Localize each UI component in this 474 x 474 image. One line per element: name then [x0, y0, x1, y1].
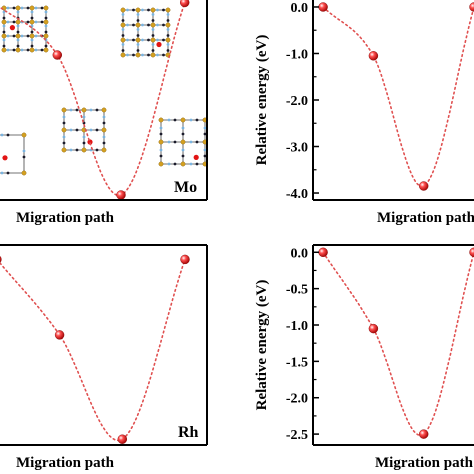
- y-tick-label: -1.5: [286, 355, 308, 370]
- mo-energy-panel: 0.0 -1.0 -2.0 -3.0 -4.0 Relative energy (eV)…: [254, 0, 474, 226]
- x-axis-label: Migration path: [16, 455, 115, 471]
- data-point: [0, 255, 2, 263]
- data-point: [117, 434, 128, 444]
- series-line: [322, 6, 474, 188]
- x-axis-label: Migration path: [377, 210, 474, 226]
- lattice-inset: [158, 117, 207, 167]
- data-point: [318, 2, 328, 12]
- data-points: [0, 254, 190, 444]
- data-point: [419, 429, 429, 439]
- series-line: [0, 1, 186, 197]
- x-axis-label: Migration path: [375, 455, 474, 471]
- mo-structure-panel: Mo Migration path: [0, 0, 208, 226]
- data-points: [318, 247, 474, 439]
- lattice-inset: [120, 7, 171, 58]
- y-tick-label: -2.0: [286, 392, 308, 407]
- y-axis-label: Relative energy (eV): [254, 35, 270, 166]
- y-axis-label: Relative energy (eV): [254, 280, 270, 411]
- y-tick-label: -4.0: [286, 187, 308, 202]
- rh-energy-panel: 0.0 -0.5 -1.0 -1.5 -2.0 -2.5 Relative energy …: [254, 244, 474, 471]
- y-ticks: 0.0 -0.5 -1.0 -1.5 -2.0 -2.5: [286, 246, 319, 443]
- rh-structure-panel: Rh Migration path: [0, 244, 208, 471]
- y-tick-label: -0.5: [286, 283, 308, 298]
- data-point: [180, 0, 190, 8]
- lattice-insets: [0, 5, 207, 176]
- y-tick-label: -3.0: [286, 141, 308, 156]
- data-point: [469, 2, 474, 12]
- series-line: [322, 251, 474, 437]
- y-tick-label: -1.0: [286, 319, 308, 334]
- data-point: [368, 323, 379, 334]
- energy-curve: [322, 251, 474, 437]
- data-point: [368, 51, 379, 61]
- energy-curve: [322, 6, 474, 188]
- data-point: [318, 247, 328, 258]
- y-tick-label: 0.0: [291, 246, 309, 261]
- x-axis-label: Migration path: [16, 210, 115, 226]
- y-tick-label: 0.0: [291, 1, 309, 16]
- energy-curve: [0, 258, 186, 442]
- data-point: [54, 330, 65, 340]
- series-line: [0, 258, 186, 442]
- energy-curve: [0, 1, 186, 197]
- lattice-inset: [61, 107, 107, 153]
- y-tick-label: -2.5: [286, 428, 308, 443]
- y-tick-label: -1.0: [286, 47, 308, 62]
- y-ticks: 0.0 -1.0 -2.0 -3.0 -4.0: [286, 1, 319, 202]
- data-points: [318, 2, 474, 191]
- data-point: [116, 190, 126, 200]
- data-point: [180, 254, 190, 265]
- data-point: [52, 50, 62, 60]
- lattice-inset: [1, 5, 49, 53]
- y-tick-label: -2.0: [286, 94, 308, 109]
- data-point: [419, 181, 429, 191]
- lattice-inset: [0, 132, 27, 176]
- metal-label: Rh: [178, 424, 199, 441]
- data-point: [469, 247, 474, 257]
- metal-label: Mo: [174, 179, 197, 196]
